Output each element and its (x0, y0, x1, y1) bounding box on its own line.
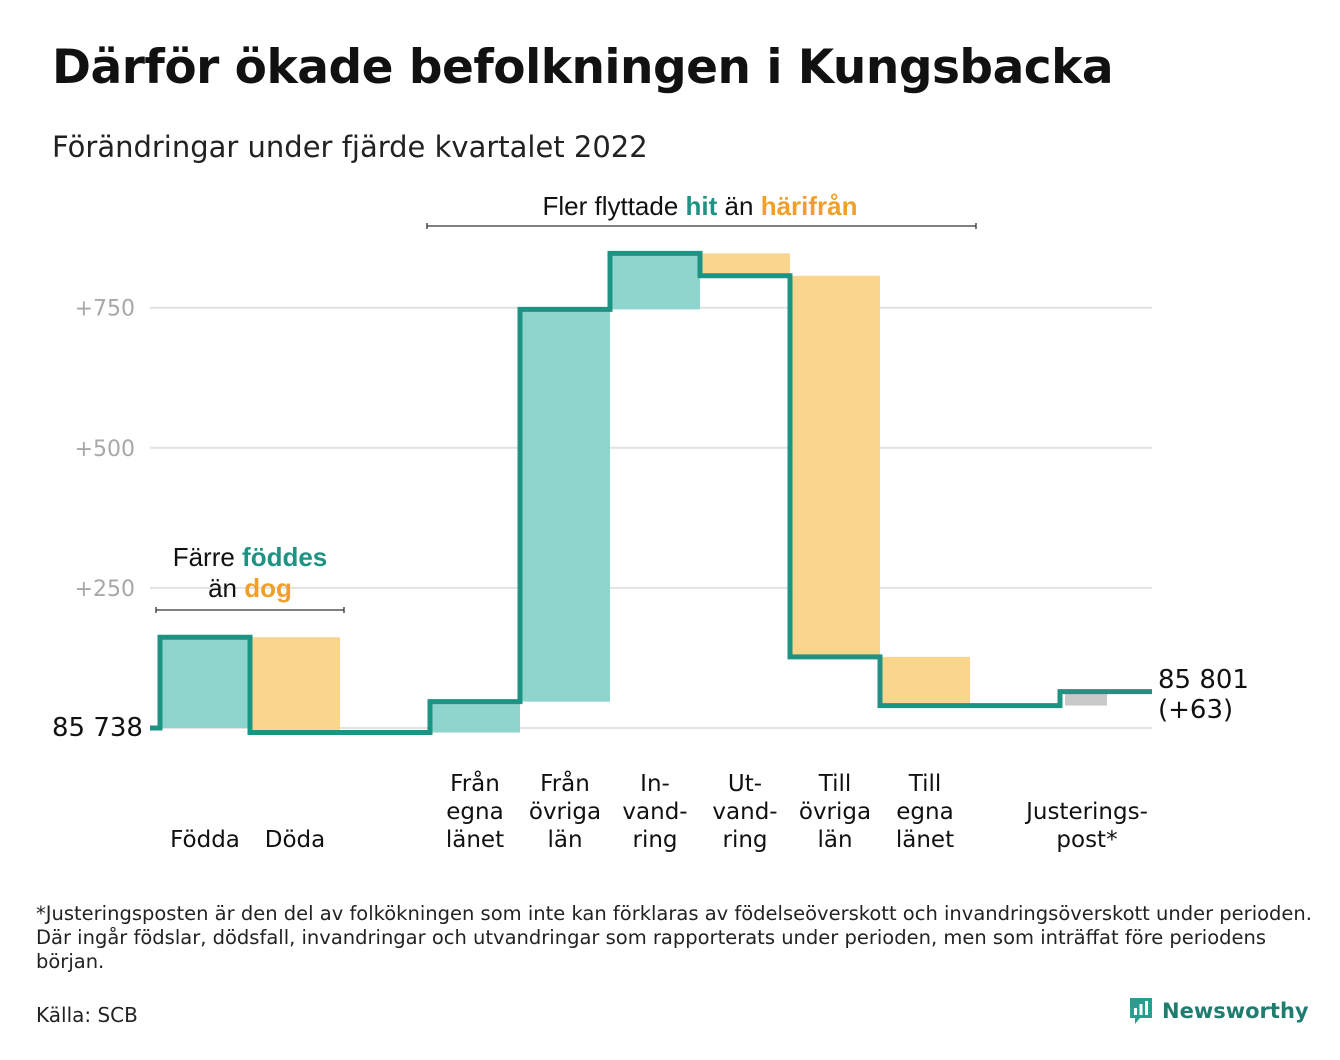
bar-5 (610, 253, 700, 310)
migration-annotation-text: än (717, 191, 760, 221)
category-label: Födda (170, 827, 240, 853)
category-label: övriga (529, 799, 601, 825)
migration-annotation-highlight: hit (686, 191, 718, 221)
category-label: egna (896, 799, 953, 825)
births-annotation-bracket (155, 607, 345, 613)
category-label: länet (446, 827, 504, 853)
category-label: post* (1056, 827, 1117, 853)
source-label: Källa: SCB (36, 1003, 138, 1027)
bar-3 (430, 701, 520, 733)
bar-1 (250, 637, 340, 733)
y-tick-label: +750 (75, 297, 135, 322)
births-annotation-highlight: dog (244, 573, 292, 603)
category-label: Ut- (728, 771, 762, 797)
bar-6 (700, 253, 790, 276)
births-annotation-text: än (208, 573, 244, 603)
category-label: länet (896, 827, 954, 853)
category-label: ring (632, 827, 677, 853)
cumulative-step-line (150, 250, 1152, 735)
category-label: ring (722, 827, 767, 853)
migration-annotation-highlight: härifrån (761, 191, 858, 221)
y-tick-label: +250 (75, 577, 135, 602)
chart-title: Därför ökade befolkningen i Kungsbacka (52, 40, 1114, 95)
waterfall-chart: +250 +500 +750 85 738 85 801(+63) Födda Döda Fr… (52, 191, 1249, 853)
category-label: Till (908, 771, 942, 797)
births-annotation-highlight: föddes (242, 542, 327, 572)
brand-name: Newsworthy (1162, 999, 1309, 1023)
bar-8 (880, 656, 970, 706)
category-label: egna (446, 799, 503, 825)
category-label: Döda (265, 827, 325, 853)
births-annotation-line2: än dog (208, 573, 292, 603)
migration-annotation: Fler flyttade hit än härifrån (542, 191, 857, 221)
newsworthy-icon (1130, 998, 1152, 1024)
footnote: *Justeringsposten är den del av folkökni… (36, 902, 1312, 973)
migration-annotation-bracket (426, 223, 977, 229)
births-annotation-line1: Färre föddes (173, 542, 328, 572)
births-annotation-text: Färre (173, 542, 242, 572)
category-label: län (547, 827, 582, 853)
end-change-label: (+63) (1158, 695, 1233, 725)
category-label: vand- (712, 799, 777, 825)
category-label: Från (540, 769, 590, 797)
start-value-label: 85 738 (52, 713, 143, 743)
chart-subtitle: Förändringar under fjärde kvartalet 2022 (52, 130, 648, 164)
category-label: övriga (799, 799, 871, 825)
bar-7 (790, 275, 880, 657)
bar-10 (1065, 691, 1107, 706)
bar-0 (160, 637, 250, 728)
category-label: län (817, 827, 852, 853)
category-label: In- (640, 771, 670, 797)
category-label: Justerings- (1024, 799, 1148, 825)
brand-logo: Newsworthy (1128, 996, 1309, 1026)
category-label: Från (450, 769, 500, 797)
end-value-label: 85 801 (1158, 665, 1249, 695)
y-tick-label: +500 (75, 437, 135, 462)
category-label: Till (818, 771, 852, 797)
migration-annotation-text: Fler flyttade (542, 191, 685, 221)
bar-4 (520, 309, 610, 702)
category-label: vand- (622, 799, 687, 825)
